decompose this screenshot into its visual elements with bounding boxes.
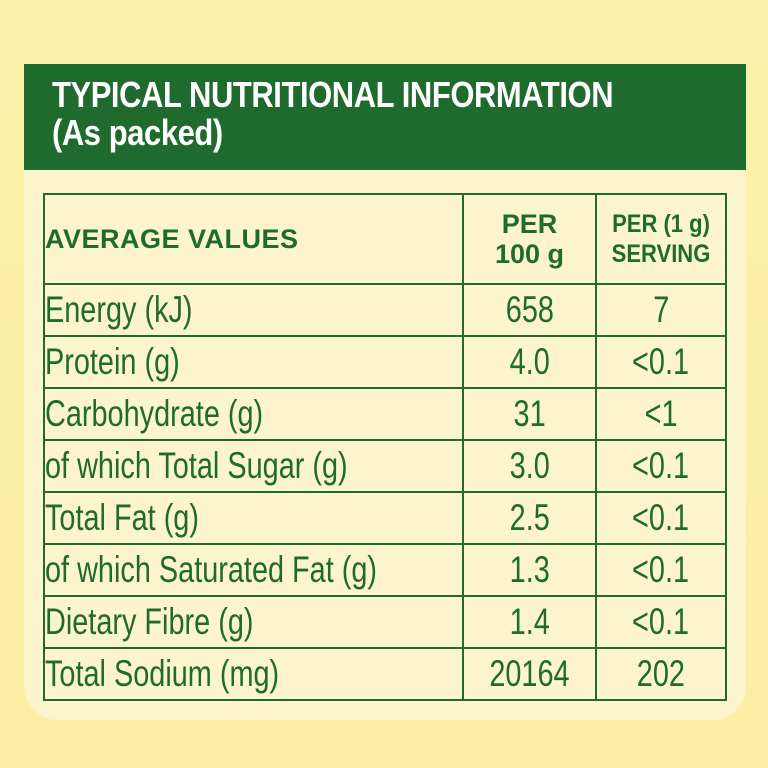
table-row: Dietary Fibre (g) 1.4 <0.1 — [43, 595, 727, 649]
per100-value: 1.3 — [462, 543, 597, 597]
serving-value: <1 — [595, 387, 727, 441]
column-header-per-100g: PER 100 g — [462, 193, 597, 285]
nutrient-label: Dietary Fibre (g) — [43, 595, 464, 649]
per100-value: 20164 — [462, 647, 597, 701]
per100-value: 4.0 — [462, 335, 597, 389]
header-subtitle: (As packed) — [52, 112, 223, 153]
per100-header-line2: 100 g — [494, 239, 565, 269]
serving-value: <0.1 — [595, 439, 727, 493]
table-header-row: AVERAGE VALUES PER 100 g PER (1 g) SERVI… — [43, 193, 727, 285]
table-row: Energy (kJ) 658 7 — [43, 283, 727, 337]
serving-header-line1: PER (1 g) — [612, 210, 710, 238]
table-row: Total Fat (g) 2.5 <0.1 — [43, 491, 727, 545]
nutrient-label: of which Total Sugar (g) — [43, 439, 464, 493]
nutrient-label: Carbohydrate (g) — [43, 387, 464, 441]
nutrition-header: TYPICAL NUTRITIONAL INFORMATION (As pack… — [24, 64, 746, 170]
per100-value: 658 — [462, 283, 597, 337]
nutrient-label: of which Saturated Fat (g) — [43, 543, 464, 597]
nutrient-label: Total Sodium (mg) — [43, 647, 464, 701]
serving-value: <0.1 — [595, 595, 727, 649]
column-header-per-serving: PER (1 g) SERVING — [595, 193, 727, 285]
table-row: Total Sodium (mg) 20164 202 — [43, 647, 727, 701]
per100-value: 1.4 — [462, 595, 597, 649]
per100-value: 2.5 — [462, 491, 597, 545]
serving-value: 7 — [595, 283, 727, 337]
nutrient-label: Total Fat (g) — [43, 491, 464, 545]
table-row: of which Total Sugar (g) 3.0 <0.1 — [43, 439, 727, 493]
serving-value: <0.1 — [595, 543, 727, 597]
table-row: Carbohydrate (g) 31 <1 — [43, 387, 727, 441]
per100-value: 31 — [462, 387, 597, 441]
serving-value: 202 — [595, 647, 727, 701]
nutrient-label: Protein (g) — [43, 335, 464, 389]
nutrition-table: AVERAGE VALUES PER 100 g PER (1 g) SERVI… — [43, 193, 727, 701]
serving-header-line2: SERVING — [611, 240, 711, 268]
per100-value: 3.0 — [462, 439, 597, 493]
header-title: TYPICAL NUTRITIONAL INFORMATION — [52, 74, 614, 115]
per100-header-line1: PER — [501, 209, 558, 239]
serving-value: <0.1 — [595, 491, 727, 545]
nutrient-label: Energy (kJ) — [43, 283, 464, 337]
serving-value: <0.1 — [595, 335, 727, 389]
table-row: Protein (g) 4.0 <0.1 — [43, 335, 727, 389]
column-header-average-values: AVERAGE VALUES — [43, 193, 464, 285]
table-row: of which Saturated Fat (g) 1.3 <0.1 — [43, 543, 727, 597]
